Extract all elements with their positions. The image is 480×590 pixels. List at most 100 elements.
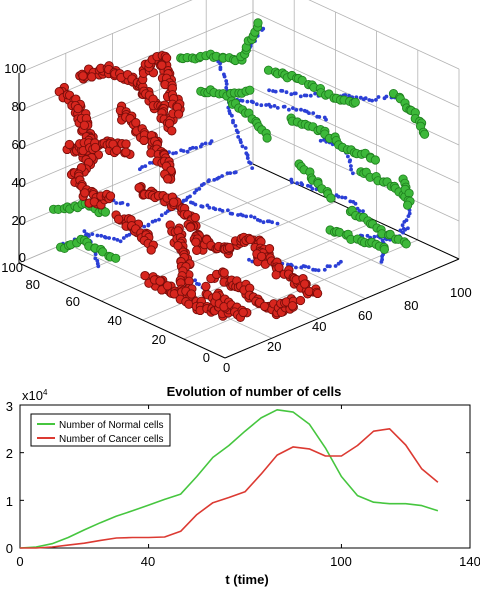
vessel-point [250, 166, 255, 171]
vessel-point [153, 218, 158, 223]
vessel-point [340, 195, 344, 200]
vessel-point [300, 182, 305, 187]
vessel-point [349, 164, 353, 168]
normal-cell-point [111, 253, 121, 263]
vessel-point [99, 233, 104, 238]
normal-cell-point [98, 247, 108, 257]
vessel-point [322, 267, 327, 272]
cancer-cell-point [131, 118, 141, 128]
cancer-cell-point [90, 142, 101, 153]
normal-cell-point [100, 207, 111, 217]
series-line-cancer-cells [20, 428, 439, 549]
vessel-point [247, 257, 251, 262]
normal-cell-point [253, 18, 263, 28]
vessel-point [268, 104, 273, 109]
vessel-point [398, 228, 403, 233]
vessel-point [339, 259, 343, 264]
vessel-point [224, 85, 229, 90]
vessel-point [347, 93, 351, 98]
x-tick: 20 [267, 339, 281, 354]
vessel-point [245, 99, 250, 104]
vessel-point [224, 82, 229, 86]
side-wall-gridline [252, 11, 460, 108]
vessel-point [333, 264, 338, 268]
z-tick: 80 [12, 99, 26, 114]
x-tick: 40 [312, 319, 326, 334]
vessel-point [287, 107, 291, 112]
vessel-point [307, 111, 311, 115]
cancer-cell-point [192, 245, 202, 255]
vessel-point [148, 161, 152, 165]
cancer-cell-point [162, 281, 173, 291]
vessel-point [317, 115, 322, 119]
vessel-point [233, 124, 238, 128]
vessel-point [174, 151, 178, 155]
z-tick: 100 [4, 61, 26, 76]
vessel-point [400, 223, 405, 228]
vessel-point [294, 108, 299, 112]
vessel-point [193, 202, 198, 207]
vessel-point [308, 93, 313, 98]
cancer-cell-point [190, 212, 200, 223]
vessel-point [361, 209, 365, 214]
vessel-point [294, 265, 298, 270]
vessel-point [203, 141, 208, 146]
vessel-point [310, 186, 315, 191]
vessel-point [261, 26, 266, 31]
vessel-point [275, 106, 280, 110]
cancer-cell-point [112, 145, 122, 155]
cancer-cell-point [79, 120, 90, 130]
vessel-point [236, 130, 240, 135]
vessel-point [142, 224, 147, 229]
vessel-point [188, 194, 192, 199]
vessel-point [372, 234, 377, 239]
vessel-point [240, 144, 245, 149]
cancer-cell-point [173, 241, 183, 251]
cancer-cell-point [186, 289, 197, 299]
cancer-cell-point [169, 197, 179, 207]
cell-scatter-3d: 0 20 40 60 80 100 0 20 40 60 80 100 0 20… [1, 0, 472, 375]
cancer-cell-point [295, 295, 306, 306]
y-tick: 100 [1, 260, 23, 275]
x-tick-label: 140 [459, 554, 480, 569]
normal-cell-points [48, 18, 430, 263]
cancer-cell-point [245, 234, 255, 245]
vessel-point [311, 111, 316, 115]
vessel-point [363, 96, 368, 101]
vessel-point [207, 205, 212, 210]
vessel-point [240, 98, 245, 103]
legend: Number of Normal cells Number of Cancer … [30, 413, 171, 447]
vessel-point [213, 207, 218, 212]
vessel-point [112, 236, 116, 241]
vessel-point [267, 219, 272, 224]
cancer-cell-point [157, 60, 167, 70]
cancer-cell-point [140, 270, 150, 281]
normal-cell-point [297, 75, 307, 86]
cancer-cell-point [219, 268, 229, 278]
vessel-point [222, 74, 227, 79]
vessel-point [218, 67, 223, 72]
y-tick-label: 0 [6, 541, 13, 556]
x-tick: 0 [223, 360, 230, 375]
vessel-point [313, 91, 317, 96]
vessel-point [258, 218, 262, 223]
normal-cell-point [245, 85, 255, 95]
cancer-cell-point [146, 148, 156, 158]
vessel-point [406, 214, 411, 219]
z-tick: 20 [12, 213, 26, 228]
y-tick: 80 [26, 277, 40, 292]
y-axis-line [18, 262, 226, 359]
vessel-point [220, 209, 225, 213]
vessel-point [328, 264, 332, 269]
cancer-cell-point [87, 72, 97, 82]
vessel-point [143, 164, 148, 169]
z-tick: 60 [12, 137, 26, 152]
cancer-cell-point [64, 139, 75, 150]
normal-cell-point [262, 133, 272, 143]
vessel-point [406, 226, 410, 231]
vessel-point [346, 154, 350, 159]
vessel-point [159, 213, 164, 218]
vessel-point [231, 120, 235, 125]
cancer-cell-point [155, 276, 165, 286]
